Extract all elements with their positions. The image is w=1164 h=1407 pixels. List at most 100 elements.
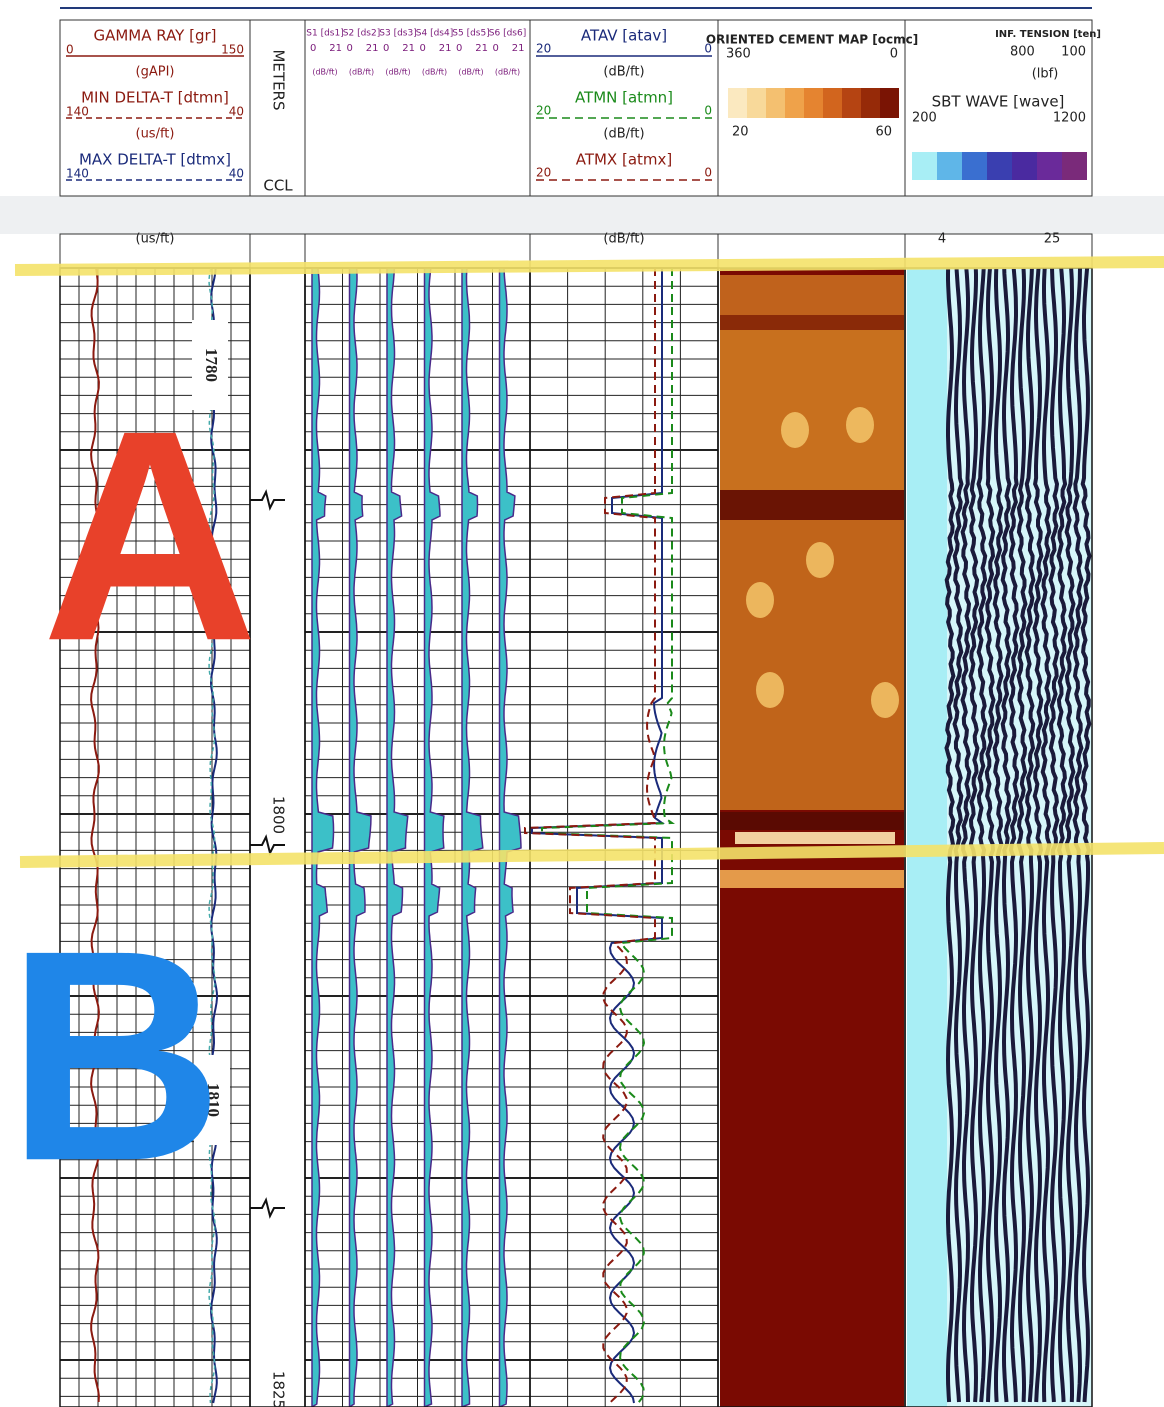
- label: 21: [512, 43, 525, 54]
- label: (dB/ft): [495, 68, 520, 77]
- cement-band: [735, 832, 895, 844]
- label: 20: [536, 104, 551, 118]
- color-ramp: [861, 88, 880, 118]
- cement-spot: [746, 582, 774, 618]
- color-ramp: [842, 88, 861, 118]
- label: S1 [ds1]: [306, 29, 343, 39]
- label: 1800: [270, 796, 288, 834]
- cement-map: [720, 268, 904, 1407]
- label: (dB/ft): [349, 68, 374, 77]
- label: INF. TENSION [ten]: [995, 29, 1101, 40]
- label: 100: [1061, 45, 1086, 60]
- color-ramp: [962, 152, 987, 180]
- label: 360: [726, 47, 751, 62]
- label: 4: [938, 232, 946, 247]
- label: 800: [1010, 45, 1035, 60]
- label: (dB/ft): [603, 127, 644, 142]
- label: (us/ft): [136, 127, 175, 142]
- label: 21: [439, 43, 452, 54]
- label: (dB/ft): [458, 68, 483, 77]
- label: 20: [732, 125, 749, 140]
- label: 40: [229, 167, 244, 181]
- label: GAMMA RAY [gr]: [93, 27, 216, 45]
- label: (dB/ft): [603, 65, 644, 80]
- color-ramp: [747, 88, 766, 118]
- label: 20: [536, 42, 551, 56]
- label: 0: [456, 43, 462, 54]
- cement-band: [720, 275, 904, 315]
- label: 21: [475, 43, 488, 54]
- label: 0: [704, 104, 712, 118]
- marker-line: [15, 262, 1164, 270]
- label: 20: [536, 166, 551, 180]
- cement-spot: [846, 407, 874, 443]
- label: 0: [493, 43, 499, 54]
- label: 1200: [1053, 111, 1086, 126]
- label: SBT WAVE [wave]: [932, 93, 1065, 111]
- label: 0: [310, 43, 316, 54]
- label: ATMN [atmn]: [575, 89, 673, 107]
- label: 21: [402, 43, 415, 54]
- label: METERS: [270, 49, 288, 110]
- cement-band: [720, 870, 904, 888]
- label: 140: [66, 167, 89, 181]
- label: (dB/ft): [312, 68, 337, 77]
- label: 0: [420, 43, 426, 54]
- cement-band: [720, 315, 904, 330]
- label: 25: [1044, 232, 1061, 247]
- label: S4 [ds4]: [416, 29, 453, 39]
- label: ATMX [atmx]: [576, 151, 673, 169]
- label: ORIENTED CEMENT MAP [ocmc]: [706, 33, 918, 47]
- label: (dB/ft): [422, 68, 447, 77]
- cement-band: [720, 330, 904, 490]
- color-ramp: [937, 152, 962, 180]
- color-ramp: [785, 88, 804, 118]
- label: (gAPI): [136, 65, 175, 80]
- label: S3 [ds3]: [379, 29, 416, 39]
- color-ramp: [1062, 152, 1087, 180]
- label: S6 [ds6]: [489, 29, 526, 39]
- label: ATAV [atav]: [581, 27, 667, 45]
- label: S5 [ds5]: [452, 29, 489, 39]
- well-log: GAMMA RAY [gr] 0 150 (gAPI) MIN DELTA-T [dtm…: [0, 0, 1164, 1407]
- color-ramp: [823, 88, 842, 118]
- label: 0: [66, 43, 74, 57]
- label: (dB/ft): [603, 232, 644, 247]
- cement-spot: [806, 542, 834, 578]
- label: 0: [383, 43, 389, 54]
- label: 21: [366, 43, 379, 54]
- label: CCL: [263, 177, 293, 195]
- cement-spot: [756, 672, 784, 708]
- color-ramp: [880, 88, 899, 118]
- color-ramp: [728, 88, 747, 118]
- label: 0: [347, 43, 353, 54]
- label: 150: [221, 43, 244, 57]
- label: MIN DELTA-T [dtmn]: [81, 89, 229, 107]
- cement-band: [720, 812, 904, 830]
- cement-spot: [781, 412, 809, 448]
- label: (lbf): [1032, 67, 1059, 82]
- cement-spot: [871, 682, 899, 718]
- color-ramp: [1012, 152, 1037, 180]
- label: (us/ft): [136, 232, 175, 247]
- label: 1825: [270, 1371, 288, 1407]
- label: 40: [229, 105, 244, 119]
- label: MAX DELTA-T [dtmx]: [79, 151, 231, 169]
- label: (dB/ft): [385, 68, 410, 77]
- color-ramp: [1037, 152, 1062, 180]
- label: 0: [890, 47, 898, 62]
- label: S2 [ds2]: [343, 29, 380, 39]
- label: 21: [329, 43, 342, 54]
- label: 200: [912, 111, 937, 126]
- cyan-strip: [907, 268, 947, 1407]
- label: B: [7, 887, 224, 1223]
- label: 60: [875, 125, 892, 140]
- label: 0: [704, 166, 712, 180]
- cement-band: [720, 490, 904, 520]
- color-ramp: [912, 152, 937, 180]
- label: 140: [66, 105, 89, 119]
- label: A: [42, 367, 259, 703]
- color-ramp: [987, 152, 1012, 180]
- color-ramp: [804, 88, 823, 118]
- blur-band: [0, 196, 1164, 234]
